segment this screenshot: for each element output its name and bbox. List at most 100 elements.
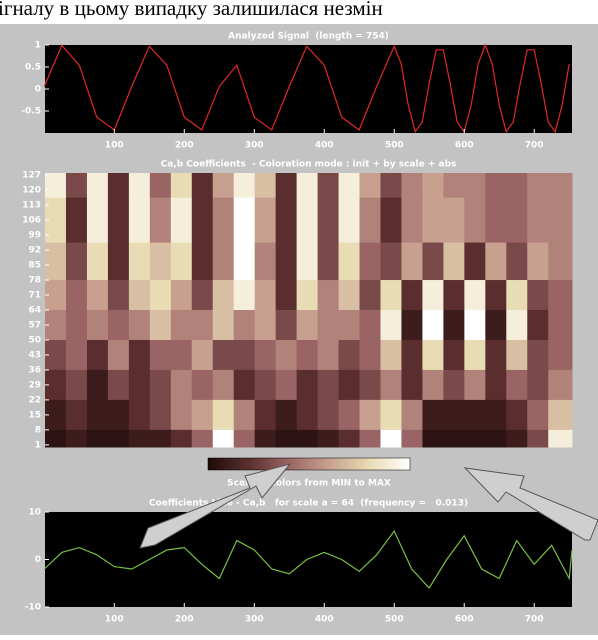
heat-cell	[485, 430, 506, 448]
heat-cell	[339, 400, 360, 430]
heat-cell	[87, 340, 108, 370]
heat-cell	[318, 280, 339, 310]
heat-cell	[234, 340, 255, 370]
y-tick-label: -0.5	[21, 107, 41, 117]
heat-cell	[548, 310, 572, 340]
heat-cell	[255, 340, 276, 370]
heat-cell	[380, 310, 401, 340]
heat-cell	[213, 370, 234, 400]
heat-cell	[318, 198, 339, 243]
heat-cell	[318, 173, 339, 198]
heat-cell	[87, 400, 108, 430]
heat-cell	[213, 173, 234, 198]
heat-cell	[255, 370, 276, 400]
heat-cell	[213, 243, 234, 281]
heat-cell	[171, 400, 192, 430]
y-tick-label: 106	[22, 216, 41, 226]
heat-cell	[443, 340, 464, 370]
heat-cell	[548, 400, 572, 430]
heat-cell	[192, 430, 213, 448]
heat-cell	[213, 310, 234, 340]
y-tick-label: 15	[28, 410, 41, 420]
heat-cell	[360, 310, 381, 340]
heat-cell	[234, 430, 255, 448]
heat-cell	[234, 198, 255, 243]
y-tick-label: 78	[28, 276, 41, 286]
heat-cell	[464, 280, 485, 310]
chart-title: Analyzed Signal (length = 754)	[228, 32, 389, 42]
heat-cell	[276, 430, 297, 448]
heat-cell	[527, 430, 548, 448]
heat-cell	[485, 198, 506, 243]
heat-cell	[255, 243, 276, 281]
heat-cell	[171, 243, 192, 281]
heat-cell	[360, 198, 381, 243]
heat-cell	[443, 430, 464, 448]
y-tick-label: 0	[35, 85, 41, 95]
heat-cell	[171, 310, 192, 340]
heat-cell	[443, 310, 464, 340]
heat-cell	[464, 243, 485, 281]
heat-cell	[255, 198, 276, 243]
chart-title: Coefficients Line - Ca,b for scale a = 6…	[149, 499, 468, 509]
heat-cell	[255, 173, 276, 198]
heat-cell	[422, 243, 443, 281]
heat-cell	[527, 173, 548, 198]
heat-cell	[213, 340, 234, 370]
heat-cell	[360, 340, 381, 370]
heat-cell	[129, 310, 150, 340]
heat-cell	[87, 243, 108, 281]
heat-cell	[464, 310, 485, 340]
heat-cell	[380, 340, 401, 370]
heat-cell	[276, 198, 297, 243]
y-tick-label: 92	[28, 246, 41, 256]
x-tick-label: 700	[525, 615, 544, 625]
heat-cell	[255, 310, 276, 340]
heat-cell	[527, 340, 548, 370]
heat-cell	[443, 173, 464, 198]
heat-cell	[150, 400, 171, 430]
y-tick-label: 113	[22, 201, 41, 211]
heat-cell	[192, 173, 213, 198]
heat-cell	[192, 340, 213, 370]
heat-cell	[464, 370, 485, 400]
heat-cell	[401, 430, 422, 448]
heat-cell	[527, 243, 548, 281]
heat-cell	[108, 243, 129, 281]
heat-cell	[234, 310, 255, 340]
heat-cell	[485, 243, 506, 281]
heat-cell	[527, 310, 548, 340]
heat-cell	[108, 400, 129, 430]
heat-cell	[380, 280, 401, 310]
heat-cell	[234, 400, 255, 430]
heat-cell	[171, 340, 192, 370]
heat-cell	[548, 280, 572, 310]
heat-cell	[213, 280, 234, 310]
heat-cell	[87, 310, 108, 340]
heat-cell	[422, 310, 443, 340]
heat-cell	[150, 370, 171, 400]
heat-cell	[485, 400, 506, 430]
heat-cell	[548, 370, 572, 400]
heat-cell	[108, 370, 129, 400]
heat-cell	[234, 370, 255, 400]
x-tick-label: 600	[455, 615, 474, 625]
heat-cell	[192, 400, 213, 430]
heat-cell	[548, 243, 572, 281]
heat-cell	[318, 310, 339, 340]
heat-cell	[192, 243, 213, 281]
x-tick-label: 100	[105, 141, 124, 151]
heat-cell	[380, 370, 401, 400]
caption: ігналу в цьому випадку залишилася незмін	[0, 0, 383, 20]
heat-cell	[87, 198, 108, 243]
x-tick-label: 700	[525, 141, 544, 151]
heat-cell	[401, 310, 422, 340]
chart-title: Ca,b Coefficients - Coloration mode : in…	[161, 160, 457, 170]
heat-cell	[422, 370, 443, 400]
heat-cell	[401, 173, 422, 198]
heat-cell	[255, 400, 276, 430]
heat-cell	[380, 243, 401, 281]
heat-cell	[150, 198, 171, 243]
heat-cell	[485, 173, 506, 198]
heat-cell	[276, 340, 297, 370]
